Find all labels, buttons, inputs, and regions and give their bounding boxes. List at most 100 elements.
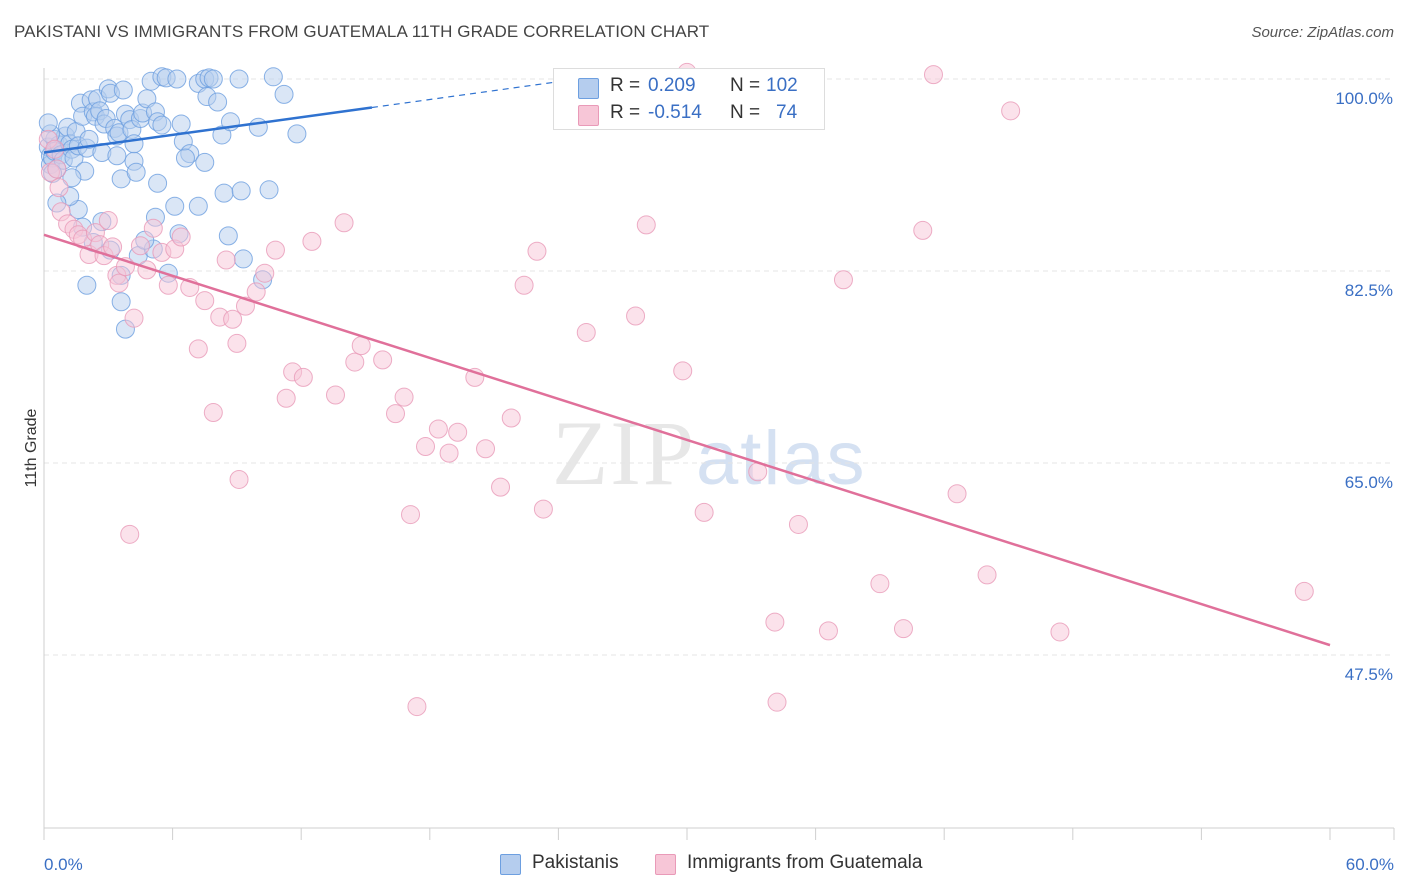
data-point[interactable] bbox=[527, 241, 547, 261]
data-point[interactable] bbox=[416, 437, 436, 457]
data-point[interactable] bbox=[227, 333, 247, 353]
data-point[interactable] bbox=[148, 173, 168, 193]
data-point[interactable] bbox=[893, 619, 913, 639]
data-point[interactable] bbox=[476, 439, 496, 459]
data-point[interactable] bbox=[111, 292, 131, 312]
data-point[interactable] bbox=[233, 249, 253, 269]
data-point[interactable] bbox=[203, 403, 223, 423]
data-point[interactable] bbox=[109, 273, 129, 293]
data-point[interactable] bbox=[636, 215, 656, 235]
data-point[interactable] bbox=[626, 306, 646, 326]
data-point[interactable] bbox=[212, 125, 232, 145]
trend-line-pakistanis bbox=[43, 106, 373, 154]
data-point[interactable] bbox=[259, 180, 279, 200]
data-point[interactable] bbox=[276, 388, 296, 408]
y-tick-label: 100.0% bbox=[1335, 89, 1393, 108]
data-point[interactable] bbox=[501, 408, 521, 428]
data-point[interactable] bbox=[407, 697, 427, 717]
data-point[interactable] bbox=[195, 291, 215, 311]
data-point[interactable] bbox=[203, 69, 223, 89]
data-point[interactable] bbox=[216, 250, 236, 270]
data-point[interactable] bbox=[325, 385, 345, 405]
data-point[interactable] bbox=[79, 129, 99, 149]
data-point[interactable] bbox=[171, 114, 191, 134]
data-point[interactable] bbox=[137, 89, 157, 109]
data-point[interactable] bbox=[171, 227, 191, 247]
data-point[interactable] bbox=[113, 80, 133, 100]
data-point[interactable] bbox=[287, 124, 307, 144]
data-point[interactable] bbox=[767, 692, 787, 712]
data-point[interactable] bbox=[833, 270, 853, 290]
data-point[interactable] bbox=[49, 178, 69, 198]
data-point[interactable] bbox=[124, 308, 144, 328]
data-point[interactable] bbox=[818, 621, 838, 641]
data-point[interactable] bbox=[401, 505, 421, 525]
data-point[interactable] bbox=[218, 226, 238, 246]
data-point[interactable] bbox=[1294, 581, 1314, 601]
data-point[interactable] bbox=[533, 499, 553, 519]
data-point[interactable] bbox=[38, 113, 58, 133]
data-point[interactable] bbox=[274, 84, 294, 104]
data-point[interactable] bbox=[130, 236, 150, 256]
data-point[interactable] bbox=[1050, 622, 1070, 642]
data-point[interactable] bbox=[947, 484, 967, 504]
y-tick-label: 47.5% bbox=[1345, 665, 1393, 684]
data-point[interactable] bbox=[152, 115, 172, 135]
data-point[interactable] bbox=[124, 134, 144, 154]
data-point[interactable] bbox=[386, 404, 406, 424]
correlation-legend: R = 0.209 N = 102 R = -0.514 N = 74 bbox=[553, 68, 825, 130]
data-point[interactable] bbox=[870, 574, 890, 594]
data-point[interactable] bbox=[62, 168, 82, 188]
y-axis-label: 11th Grade bbox=[23, 408, 40, 487]
data-point[interactable] bbox=[126, 162, 146, 182]
data-point[interactable] bbox=[223, 309, 243, 329]
data-point[interactable] bbox=[165, 196, 185, 216]
data-point[interactable] bbox=[439, 443, 459, 463]
data-point[interactable] bbox=[448, 422, 468, 442]
data-point[interactable] bbox=[214, 183, 234, 203]
data-point[interactable] bbox=[394, 387, 414, 407]
y-tick-labels: 100.0% 82.5% 65.0% 47.5% bbox=[1335, 89, 1393, 684]
data-point[interactable] bbox=[491, 477, 511, 497]
data-point[interactable] bbox=[107, 146, 127, 166]
data-point[interactable] bbox=[229, 469, 249, 489]
data-point[interactable] bbox=[373, 350, 393, 370]
series-pakistanis bbox=[38, 67, 307, 339]
data-point[interactable] bbox=[334, 213, 354, 233]
data-point[interactable] bbox=[1001, 101, 1021, 121]
data-point[interactable] bbox=[345, 352, 365, 372]
data-point[interactable] bbox=[188, 339, 208, 359]
data-point[interactable] bbox=[175, 148, 195, 168]
data-point[interactable] bbox=[673, 361, 693, 381]
data-point[interactable] bbox=[188, 196, 208, 216]
chart-title: PAKISTANI VS IMMIGRANTS FROM GUATEMALA 1… bbox=[14, 22, 710, 41]
data-point[interactable] bbox=[977, 565, 997, 585]
data-point[interactable] bbox=[77, 275, 97, 295]
data-point[interactable] bbox=[694, 502, 714, 522]
data-point[interactable] bbox=[47, 159, 67, 179]
data-point[interactable] bbox=[265, 240, 285, 260]
data-point[interactable] bbox=[231, 181, 251, 201]
data-point[interactable] bbox=[765, 612, 785, 632]
data-point[interactable] bbox=[923, 65, 943, 85]
data-point[interactable] bbox=[158, 275, 178, 295]
data-point[interactable] bbox=[208, 92, 228, 112]
data-point[interactable] bbox=[120, 524, 140, 544]
data-point[interactable] bbox=[98, 211, 118, 231]
data-point[interactable] bbox=[514, 275, 534, 295]
data-point[interactable] bbox=[788, 514, 808, 534]
data-point[interactable] bbox=[246, 282, 266, 302]
data-point[interactable] bbox=[255, 263, 275, 283]
data-point[interactable] bbox=[167, 69, 187, 89]
data-point[interactable] bbox=[143, 218, 163, 238]
data-point[interactable] bbox=[428, 419, 448, 439]
data-point[interactable] bbox=[576, 322, 596, 342]
data-point[interactable] bbox=[293, 367, 313, 387]
data-point[interactable] bbox=[302, 231, 322, 251]
data-point[interactable] bbox=[229, 69, 249, 89]
data-point[interactable] bbox=[263, 67, 283, 87]
data-point[interactable] bbox=[248, 117, 268, 137]
data-point[interactable] bbox=[913, 220, 933, 240]
data-point[interactable] bbox=[103, 237, 123, 257]
data-point[interactable] bbox=[195, 152, 215, 172]
